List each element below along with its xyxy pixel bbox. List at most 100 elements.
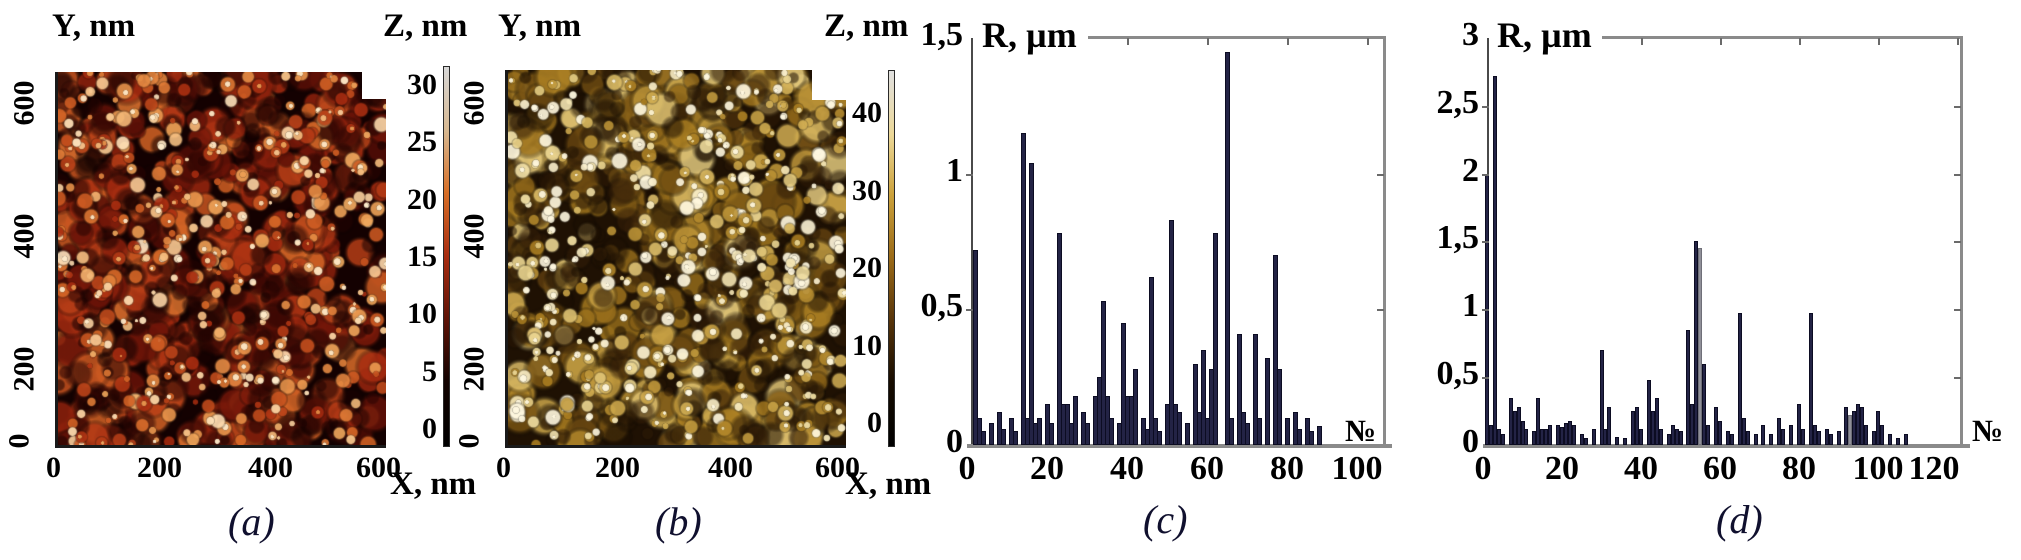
bar-n84 — [1812, 425, 1817, 445]
bar-n28 — [1591, 429, 1596, 445]
y-tick-label-1: 1 — [946, 151, 963, 189]
bar-n82 — [1292, 412, 1298, 445]
bar-n11 — [1524, 429, 1529, 445]
bar-n99 — [1872, 431, 1877, 445]
chart-c-y-axis-line — [971, 38, 973, 446]
bar-n57 — [1192, 364, 1198, 445]
bar-n70 — [1244, 423, 1250, 445]
colorbar-tick-10: 10 — [407, 297, 437, 331]
x-tick-label-0: 0 — [958, 450, 976, 487]
colorbar-tick-30: 30 — [407, 68, 437, 101]
bar-n42 — [1646, 380, 1651, 445]
bar-n15 — [1540, 429, 1545, 445]
bar-n48 — [1156, 431, 1162, 445]
bar-n67 — [1745, 431, 1750, 445]
bar-n14 — [1020, 133, 1026, 445]
y-tick-label-0,5: 0,5 — [1436, 355, 1480, 393]
top-border-tick — [1367, 38, 1369, 45]
bar-n69 — [1753, 434, 1758, 445]
right-border-tick — [1377, 309, 1384, 312]
top-border-tick — [1641, 38, 1643, 45]
y-tick-label-2,5: 2,5 — [1436, 83, 1480, 121]
bar-n62 — [1212, 233, 1218, 445]
chart-c-x-axis-line — [967, 444, 1392, 448]
bar-n30 — [1084, 423, 1090, 445]
bar-n65 — [1224, 52, 1230, 445]
bar-n83 — [1808, 313, 1813, 445]
panel-a-x-tick-0: 0 — [46, 451, 61, 484]
colorbar-tick-20: 20 — [407, 182, 437, 216]
bar-n101 — [1879, 425, 1884, 445]
bar-n4 — [1496, 429, 1501, 445]
bar-n30 — [1599, 350, 1604, 445]
bar-n60 — [1718, 421, 1722, 445]
bar-n52 — [1686, 330, 1691, 445]
bar-n55 — [1698, 248, 1703, 445]
colorbar-tick-10: 10 — [852, 328, 882, 362]
panel-d-caption: (d) — [1716, 497, 1763, 542]
bar-n9 — [1000, 429, 1006, 445]
bar-n12 — [1012, 431, 1018, 445]
right-border-tick — [1954, 309, 1961, 312]
afm-image-a — [58, 72, 386, 445]
y-tick-label-1: 1 — [1462, 287, 1479, 325]
bar-n21 — [1048, 423, 1054, 445]
bar-n73 — [1256, 418, 1262, 445]
chart-c-right-border — [1383, 36, 1386, 446]
bar-n34 — [1615, 437, 1620, 445]
bar-n73 — [1769, 434, 1774, 445]
bar-n26 — [1583, 438, 1588, 445]
right-border-tick — [1954, 377, 1961, 380]
panel-a-x-tick-600: 600 — [356, 451, 401, 484]
bar-n68 — [1236, 334, 1242, 445]
colorbar-tick-0: 0 — [867, 406, 882, 439]
afm-image-a-frame — [55, 72, 386, 448]
bar-n2 — [1488, 425, 1493, 445]
bar-n18 — [1036, 418, 1042, 445]
bar-n78 — [1276, 369, 1282, 445]
right-border-tick — [1377, 173, 1384, 176]
bar-n49 — [1674, 429, 1679, 445]
bar-n56 — [1702, 364, 1707, 445]
right-border-tick — [1954, 105, 1961, 108]
bar-n2 — [972, 250, 978, 445]
panel-b-x-tick-200: 200 — [595, 451, 640, 484]
bar-n88 — [1828, 434, 1833, 445]
x-tick-label-20: 20 — [1030, 450, 1064, 487]
x-tick-label-40: 40 — [1110, 450, 1144, 487]
bar-n43 — [1650, 411, 1655, 445]
top-border-tick — [1957, 38, 1959, 45]
y-axis-tick — [1482, 309, 1489, 312]
bar-n54 — [1694, 241, 1699, 445]
bar-n92 — [1844, 407, 1849, 445]
bar-n10 — [1520, 421, 1525, 445]
bar-n39 — [1635, 407, 1640, 445]
bar-n71 — [1761, 425, 1766, 445]
chart-d-ylabel: R, µm — [1497, 15, 1592, 55]
right-border-tick — [1954, 241, 1961, 244]
bar-n62 — [1725, 431, 1730, 445]
bar-n9 — [1516, 407, 1521, 445]
bar-n90 — [1836, 431, 1841, 445]
colorbar-tick-25: 25 — [407, 125, 437, 159]
bar-n97 — [1864, 425, 1869, 445]
y-tick-label-1,5: 1,5 — [1436, 219, 1480, 257]
x-tick-label-100: 100 — [1331, 450, 1383, 487]
bar-n25 — [1579, 434, 1584, 445]
panel-a-z-axis-title: Z, nm — [383, 8, 468, 44]
colorbar-tick-40: 40 — [852, 96, 882, 129]
panel-b-colorbar — [888, 70, 895, 447]
chart-d-x-axis-line — [1483, 444, 1970, 448]
bar-n23 — [1056, 233, 1062, 445]
top-border-tick — [1720, 38, 1722, 45]
bar-n72 — [1252, 334, 1258, 445]
chart-d-xlabel: № — [1972, 413, 2004, 448]
colorbar-tick-5: 5 — [422, 354, 437, 388]
panel-b-y-axis-title: Y, nm — [498, 8, 582, 44]
afm-image-b-frame — [505, 70, 846, 448]
bar-n81 — [1800, 429, 1805, 445]
bar-n76 — [1781, 429, 1786, 445]
bar-n59 — [1200, 350, 1206, 445]
bar-n83 — [1296, 429, 1302, 445]
x-tick-label-80: 80 — [1782, 450, 1816, 487]
